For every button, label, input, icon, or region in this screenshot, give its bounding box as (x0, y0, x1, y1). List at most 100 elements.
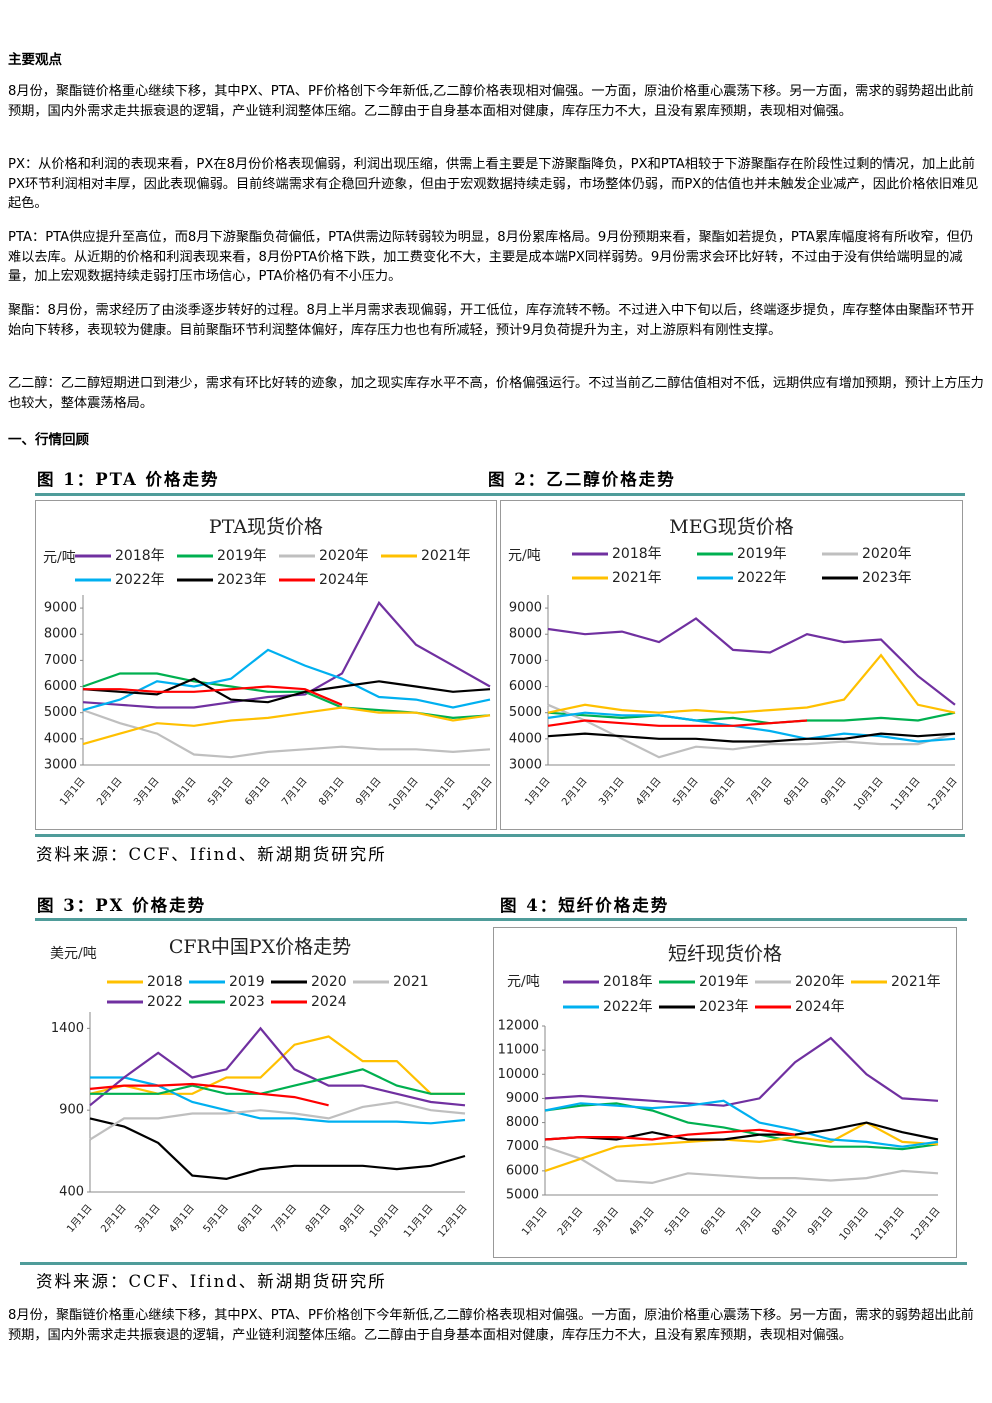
paragraph: PX：从价格和利润的表现来看，PX在8月份价格表现偏弱，利润出现压缩，供需上看主… (8, 157, 979, 211)
x-tick-label: 10月1日 (367, 1202, 401, 1240)
x-tick-label: 11月1日 (888, 775, 922, 813)
paragraph: 聚酯：8月份，需求经历了由淡季逐步转好的过程。8月上半月需求表现偏弱，开工低位，… (8, 303, 975, 338)
x-tick-label: 5月1日 (670, 775, 700, 808)
x-tick-label: 10月1日 (851, 775, 885, 813)
x-tick-label: 1月1日 (519, 1205, 549, 1238)
legend-label: 2022 (147, 994, 183, 1010)
x-tick-label: 12月1日 (925, 775, 959, 813)
x-tick-label: 6月1日 (235, 1202, 265, 1235)
unit-label: 元/吨 (43, 550, 76, 566)
x-tick-label: 3月1日 (591, 1205, 621, 1238)
x-tick-label: 4月1日 (167, 1202, 197, 1235)
rule (20, 1262, 967, 1265)
y-tick-label: 4000 (44, 731, 77, 746)
series-line (544, 1145, 939, 1185)
x-tick-label: 9月1日 (818, 775, 848, 808)
x-tick-label: 2月1日 (559, 775, 589, 808)
x-tick-label: 3月1日 (131, 775, 161, 808)
chart-title: MEG现货价格 (669, 516, 794, 538)
series-line (82, 677, 491, 704)
y-tick-label: 400 (59, 1185, 84, 1200)
rule (35, 918, 967, 921)
series-line (544, 1121, 939, 1141)
x-tick-label: 2月1日 (98, 1202, 128, 1235)
x-tick-label: 5月1日 (205, 775, 235, 808)
x-tick-label: 6月1日 (242, 775, 272, 808)
series-line (82, 706, 491, 746)
paragraph: 乙二醇：乙二醇短期进口到港少，需求有环比好转的迹象，加之现实库存水平不高，价格偏… (8, 376, 984, 411)
x-tick-label: 8月1日 (781, 775, 811, 808)
legend-label: 2018年 (603, 974, 653, 990)
x-tick-label: 8月1日 (316, 775, 346, 808)
x-tick-label: 8月1日 (303, 1202, 333, 1235)
x-tick-label: 7月1日 (734, 1205, 764, 1238)
legend-label: 2022年 (115, 572, 165, 588)
source: 资料来源：CCF、Ifind、新湖期货研究所 (36, 845, 387, 864)
unit-label: 美元/吨 (50, 946, 97, 962)
legend-label: 2023年 (862, 570, 912, 586)
figure-caption: 图 3：PX 价格走势 (37, 896, 207, 915)
legend-label: 2020 (311, 974, 347, 990)
x-tick-label: 1月1日 (64, 1202, 94, 1235)
x-tick-label: 8月1日 (769, 1205, 799, 1238)
x-tick-label: 9月1日 (337, 1202, 367, 1235)
legend-label: 2023年 (699, 999, 749, 1015)
legend-label: 2019年 (737, 546, 787, 562)
figure-caption: 图 4：短纤价格走势 (500, 896, 670, 915)
chart-title: 短纤现货价格 (668, 943, 782, 965)
source: 资料来源：CCF、Ifind、新湖期货研究所 (36, 1272, 387, 1291)
y-tick-label: 1400 (51, 1021, 84, 1036)
series-line (547, 711, 956, 743)
y-tick-label: 12000 (498, 1019, 539, 1034)
x-tick-label: 12月1日 (460, 775, 494, 813)
paragraph: 8月份，聚酯链价格重心继续下移，其中PX、PTA、PF价格创下今年新低,乙二醇价… (8, 84, 974, 119)
y-tick-label: 8000 (509, 627, 542, 642)
y-tick-label: 8000 (44, 627, 77, 642)
chart-title: CFR中国PX价格走势 (169, 936, 351, 958)
y-tick-label: 11000 (498, 1043, 539, 1058)
rule (35, 493, 965, 496)
legend-label: 2021年 (612, 570, 662, 586)
chart: CFR中国PX价格走势 美元/吨 2018 2019 2020 2021 2022 2023 2… (50, 936, 470, 1240)
series-line (547, 617, 956, 706)
rule (35, 834, 965, 837)
y-tick-label: 10000 (498, 1067, 539, 1082)
legend-label: 2024年 (319, 572, 369, 588)
x-tick-label: 2月1日 (94, 775, 124, 808)
y-tick-label: 8000 (506, 1115, 539, 1130)
y-tick-label: 9000 (509, 601, 542, 616)
y-tick-label: 7000 (509, 653, 542, 668)
y-tick-label: 7000 (44, 653, 77, 668)
x-tick-label: 5月1日 (662, 1205, 692, 1238)
series-line (544, 1128, 796, 1141)
y-tick-label: 6000 (44, 679, 77, 694)
y-tick-label: 9000 (44, 601, 77, 616)
legend-label: 2020年 (862, 546, 912, 562)
legend-label: 2018年 (115, 548, 165, 564)
legend-label: 2021 (393, 974, 429, 990)
y-tick-label: 3000 (509, 758, 542, 773)
x-tick-label: 7月1日 (744, 775, 774, 808)
y-tick-label: 7000 (506, 1139, 539, 1154)
x-tick-label: 4月1日 (633, 775, 663, 808)
series-line (90, 1068, 465, 1095)
x-tick-label: 10月1日 (837, 1205, 871, 1243)
y-tick-label: 900 (59, 1103, 84, 1118)
section-heading: 一、行情回顾 (8, 432, 89, 448)
chart-border (493, 927, 957, 1258)
x-tick-label: 3月1日 (596, 775, 626, 808)
series-line (83, 685, 343, 706)
unit-label: 元/吨 (508, 548, 541, 564)
legend-label: 2022年 (603, 999, 653, 1015)
x-tick-label: 10月1日 (386, 775, 420, 813)
legend-label: 2024年 (795, 999, 845, 1015)
series-line (547, 719, 808, 727)
x-tick-label: 12月1日 (435, 1202, 469, 1240)
unit-label: 元/吨 (507, 974, 540, 990)
series-line (89, 1082, 329, 1107)
legend-label: 2020年 (319, 548, 369, 564)
legend-label: 2019 (229, 974, 265, 990)
series-line (89, 1100, 466, 1141)
